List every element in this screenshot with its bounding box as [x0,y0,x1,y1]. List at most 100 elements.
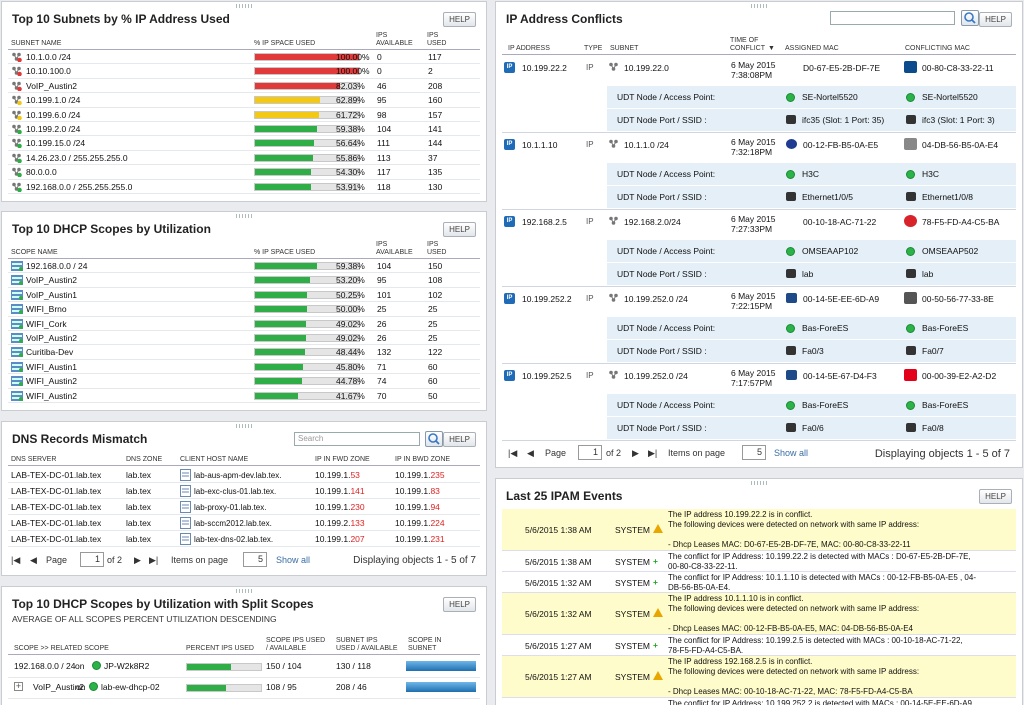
col-ip-bwd[interactable]: IP IN BWD ZONE [395,456,451,463]
event-row[interactable]: 5/6/2015 1:38 AM SYSTEM + The conflict for … [502,551,1016,572]
drag-handle[interactable] [236,424,252,428]
show-all-link[interactable]: Show all [774,448,809,458]
table-row[interactable]: 14.26.23.0 / 255.255.255.0 55.86% 113 37 [8,151,480,166]
table-row[interactable]: LAB-TEX-DC-01.lab.tex lab.tex lab-aus-apm-… [8,467,480,483]
scope-name[interactable]: VoIP_Austin2 [26,333,78,343]
subnet-name[interactable]: 14.26.23.0 / 255.255.255.0 [26,152,128,163]
table-row[interactable]: 10.199.2.0 /24 59.38% 104 141 [8,122,480,137]
subnet[interactable]: 192.168.2.0/24 [624,217,681,227]
ip-address[interactable]: 10.199.252.5 [522,371,572,381]
drag-handle[interactable] [236,4,252,8]
conflicting-mac[interactable]: 00-50-56-77-33-8E [922,294,994,304]
scope-name[interactable]: 192.168.0.0 / 24 [26,261,88,271]
node-assigned[interactable]: H3C [802,169,820,179]
table-row[interactable]: 10.199.6.0 /24 61.72% 98 157 [8,108,480,122]
help-button[interactable]: HELP [443,222,476,237]
subnet-name[interactable]: 10.199.1.0 /24 [26,95,81,106]
ip-address[interactable]: 10.199.22.2 [522,63,567,73]
node-assigned[interactable]: SE-Nortel5520 [802,92,858,102]
subnet[interactable]: 10.199.252.0 /24 [624,371,688,381]
scope-name[interactable]: WIFI_Austin2 [26,376,78,387]
table-row[interactable]: 10.1.0.0 /24 100.00% 0 117 [8,50,480,65]
conflict-row[interactable]: IP 192.168.2.5 IP 192.168.2.0/24 6 May 2015 7… [502,210,1016,287]
port-assigned[interactable]: Ethernet1/0/5 [802,192,854,202]
last-page-button[interactable]: ▶| [648,448,658,458]
conflict-row[interactable]: IP 10.199.252.2 IP 10.199.252.0 /24 6 May 20… [502,287,1016,364]
table-row[interactable]: VoIP_Austin2 53.20% 95 108 [8,273,480,288]
ip-address[interactable]: 10.1.1.10 [522,140,558,150]
scope-name[interactable]: Curitiba-Dev [26,347,74,358]
server-name[interactable]: JP-W2k8R2 [104,661,150,671]
event-row[interactable]: 5/6/2015 1:27 AM SYSTEM + The conflict for … [502,635,1016,656]
port-conflicting[interactable]: Fa0/7 [922,346,944,356]
port-assigned[interactable]: ifc35 (Slot: 1 Port: 35) [802,115,885,125]
table-row[interactable]: WIFI_Brno 50.00% 25 25 [8,302,480,317]
subnet-name[interactable]: VoIP_Austin2 [26,80,78,91]
col-ips-available[interactable]: IPS AVAILABLE [376,32,413,47]
table-row[interactable]: LAB-TEX-DC-01.lab.tex lab.tex lab-proxy-01… [8,499,480,515]
ip-address[interactable]: 192.168.2.5 [522,217,567,227]
col-subnet-name[interactable]: SUBNET NAME [11,40,62,47]
first-page-button[interactable]: |◀ [508,448,518,458]
table-row[interactable]: WIFI_Austin2 41.67% 70 50 [8,389,480,403]
page-input[interactable]: 1 [578,445,602,460]
table-row[interactable]: 192.168.0.0 / 24 on JP-W2k8R2 150 / 104 130 … [8,657,480,678]
event-row[interactable]: 5/6/2015 1:32 AM SYSTEM + The conflict for … [502,572,1016,593]
scope-name[interactable]: WIFI_Cork [26,318,67,329]
event-row[interactable]: 5/6/2015 1:38 AM SYSTEM The IP address 10.… [502,509,1016,551]
col-time[interactable]: TIME OF CONFLICT [730,37,765,52]
help-button[interactable]: HELP [443,597,476,612]
table-row[interactable]: LAB-TEX-DC-01.lab.tex lab.tex lab-exc-clus… [8,483,480,499]
subnet-name[interactable]: 10.10.100.0 [26,66,71,77]
client-host[interactable]: lab-aus-apm-dev.lab.tex. [194,471,282,480]
table-row[interactable]: LAB-TEX-DC-01.lab.tex lab.tex lab-tex-dns-… [8,531,480,547]
subnet-name[interactable]: 10.1.0.0 /24 [26,52,71,62]
col-scope[interactable]: SCOPE >> RELATED SCOPE [14,645,109,652]
conflicting-mac[interactable]: 04-DB-56-B5-0A-E4 [922,140,999,150]
col-subnet[interactable]: SUBNET [610,45,639,52]
col-pct-used[interactable]: % IP SPACE USED [254,249,316,256]
table-row[interactable]: LAB-TEX-DC-01.lab.tex lab.tex lab-sccm2012… [8,515,480,531]
table-row[interactable]: WIFI_Austin2 44.78% 74 60 [8,374,480,389]
conflicting-mac[interactable]: 00-00-39-E2-A2-D2 [922,371,997,381]
col-scope-ips[interactable]: SCOPE IPS USED / AVAILABLE [266,637,326,652]
subnet[interactable]: 10.199.252.0 /24 [624,294,688,304]
node-conflicting[interactable]: Bas-ForeES [922,323,969,333]
node-conflicting[interactable]: OMSEAAP502 [922,246,979,256]
node-assigned[interactable]: OMSEAAP102 [802,246,859,256]
assigned-mac[interactable]: 00-14-5E-67-D4-F3 [803,371,877,381]
table-row[interactable]: 10.199.15.0 /24 56.64% 111 144 [8,136,480,151]
event-row[interactable]: SYSTEM+The conflict for IP Address: 10.1… [502,698,1016,705]
node-assigned[interactable]: Bas-ForeES [802,323,849,333]
scope-name[interactable]: WIFI_Brno [26,304,67,315]
col-ips-used[interactable]: IPS USED [427,241,447,256]
col-type[interactable]: TYPE [584,45,603,52]
subnet-name[interactable]: 10.199.6.0 /24 [26,109,81,120]
node-conflicting[interactable]: H3C [922,169,940,179]
search-button[interactable] [961,10,979,26]
scope-name[interactable]: 192.168.0.0 / 24 [14,661,76,671]
conflict-row[interactable]: IP 10.199.22.2 IP 10.199.22.0 6 May 2015 7:38… [502,56,1016,133]
scope-name[interactable]: VoIP_Austin2 [33,682,85,692]
col-ips-available[interactable]: IPS AVAILABLE [376,241,413,256]
subnet-name[interactable]: 80.0.0.0 [26,167,57,178]
table-row[interactable]: 80.0.0.0 54.30% 117 135 [8,165,480,180]
col-ip-address[interactable]: IP ADDRESS [508,45,550,52]
scope-name[interactable]: VoIP_Austin2 [26,275,78,286]
event-row[interactable]: 5/6/2015 1:32 AM SYSTEM The IP address 10.… [502,593,1016,635]
client-host[interactable]: lab-proxy-01.lab.tex. [194,503,267,512]
subnet-name[interactable]: 192.168.0.0 / 255.255.255.0 [26,181,133,192]
search-input[interactable]: Search [294,432,420,446]
subnet-name[interactable]: 10.199.2.0 /24 [26,124,81,134]
col-conflicting-mac[interactable]: CONFLICTING MAC [905,45,970,52]
drag-handle[interactable] [751,481,767,485]
table-row[interactable]: VoIP_Austin2 82.03% 46 208 [8,79,480,94]
assigned-mac[interactable]: 00-12-FB-B5-0A-E5 [803,140,879,150]
help-button[interactable]: HELP [979,489,1012,504]
prev-page-button[interactable]: ◀ [527,448,534,458]
last-page-button[interactable]: ▶| [149,555,159,565]
conflicting-mac[interactable]: 00-80-C8-33-22-11 [922,63,994,73]
node-conflicting[interactable]: Bas-ForeES [922,400,969,410]
col-subnet-ips[interactable]: SUBNET IPS USED / AVAILABLE [336,637,398,652]
conflict-row[interactable]: IP 10.1.1.10 IP 10.1.1.0 /24 6 May 2015 7:32:… [502,133,1016,210]
